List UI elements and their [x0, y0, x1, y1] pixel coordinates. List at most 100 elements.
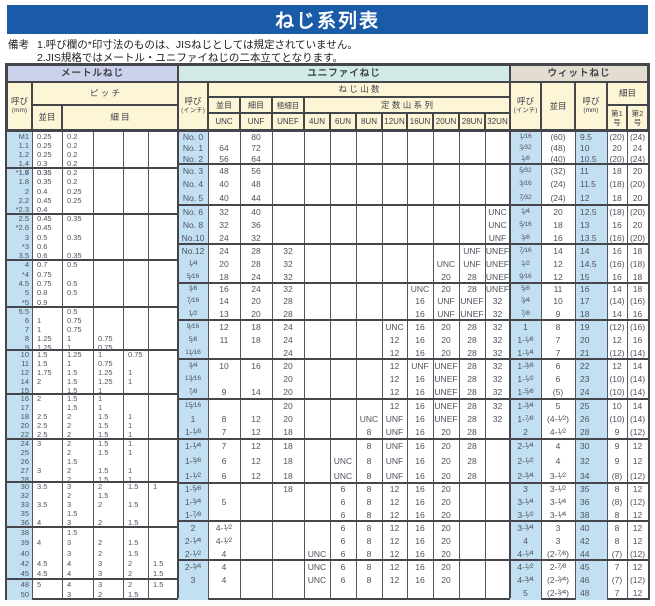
- table-cell: 1: [67, 334, 72, 343]
- table-cell: 0.45: [37, 214, 52, 224]
- table-cell: 20: [632, 193, 643, 204]
- table-row: 48 5 4 3 2 1.5: [7, 579, 178, 590]
- grid-line-vertical: [541, 132, 542, 600]
- table-cell: 1- 1 ⁄ 4: [517, 347, 534, 358]
- table-cell: *5: [21, 297, 29, 307]
- table-cell: 14: [219, 296, 229, 307]
- unified-col-header-UNEF: UNEF: [272, 113, 304, 130]
- table-cell: 4- 1 ⁄ 2: [215, 535, 233, 546]
- table-cell: 0.5: [67, 307, 78, 316]
- table-row: 1- 7 ⁄ 8 (4- 1 ⁄ 2) 26 (10) (14): [510, 412, 648, 425]
- table-cell: 7: [614, 561, 620, 572]
- table-cell: (48): [550, 142, 566, 153]
- table-cell: 4- 1 ⁄ 2: [517, 561, 534, 572]
- table-cell: 32: [492, 387, 503, 398]
- table-cell: 0.5: [37, 232, 48, 242]
- section-divider: [509, 65, 511, 598]
- table-cell: 33: [20, 500, 29, 509]
- table-cell: 1: [128, 368, 133, 377]
- table-cell: 24: [580, 387, 590, 398]
- table-cell: 20: [441, 470, 451, 481]
- table-cell: 42: [20, 558, 29, 568]
- table-row: 1- 1 ⁄ 8 7 12 18 8 UNF 16 20 28: [178, 426, 510, 439]
- table-row: 36 4 3 2 1.5: [7, 518, 178, 527]
- table-cell: 16: [415, 455, 425, 466]
- table-cell: 14: [580, 245, 590, 256]
- metric-coarse-header: 並目: [32, 105, 62, 130]
- table-cell: 2: [98, 482, 103, 491]
- table-cell: 14: [20, 377, 29, 386]
- table-cell: 19: [580, 321, 590, 332]
- table-cell: 1.25: [98, 377, 113, 386]
- table-cell: (60): [550, 132, 566, 143]
- table-row: 15 1.5 1: [7, 386, 178, 395]
- unified-col-header-8UN: 8UN: [356, 113, 382, 130]
- table-cell: 9: [24, 343, 29, 352]
- table-cell: 7 ⁄ 16: [186, 296, 200, 307]
- table-cell: 16: [632, 308, 643, 319]
- table-cell: 0.2: [67, 141, 78, 150]
- table-cell: 3 ⁄ 32: [519, 142, 532, 153]
- grid-line-horizontal: [178, 243, 510, 245]
- table-cell: 9: [221, 387, 227, 398]
- table-row: 2.2 0.45 0.25: [7, 196, 178, 205]
- table-cell: 1: [98, 394, 103, 403]
- table-row: 1.8 0.35 0.2: [7, 177, 178, 186]
- remarks-lines: 1.呼び欄の*印寸法のものは、JISねじとしては規定されていません。 2.JIS…: [37, 39, 358, 64]
- table-cell: 8: [366, 496, 372, 507]
- table-cell: (2- 3 ⁄ 4): [546, 574, 570, 585]
- table-cell: 16: [415, 334, 425, 345]
- table-cell: No.10: [181, 232, 205, 243]
- table-cell: 28: [251, 258, 261, 269]
- table-cell: UNC: [359, 413, 379, 424]
- table-cell: 24: [251, 284, 261, 295]
- table-cell: 2: [37, 377, 42, 386]
- table-cell: 32: [283, 258, 293, 269]
- table-cell: 1- 3 ⁄ 8: [184, 455, 202, 466]
- grid-line-horizontal: [7, 481, 178, 483]
- table-cell: 16: [415, 347, 425, 358]
- grid-line-vertical: [627, 132, 628, 600]
- table-row: 2- 3 ⁄ 4 3- 1 ⁄ 2 34 (8) (12): [510, 468, 648, 483]
- table-cell: UNEF: [460, 308, 484, 319]
- table-cell: 6: [340, 509, 346, 520]
- table-cell: (24): [550, 179, 566, 190]
- grid-line-horizontal: [7, 213, 178, 215]
- table-cell: 28: [467, 321, 477, 332]
- table-cell: 1.5: [98, 421, 109, 430]
- table-row: *2.6 0.45: [7, 223, 178, 232]
- table-cell: 20: [283, 413, 293, 424]
- table-cell: 28: [467, 284, 477, 295]
- table-cell: 12: [20, 368, 29, 377]
- whitworth-size-mm-unit: (mm): [583, 107, 599, 114]
- grid-line-horizontal: [510, 204, 648, 206]
- grid-line-vertical: [356, 132, 357, 600]
- table-cell: 1.25: [37, 343, 52, 352]
- table-cell: 16: [415, 373, 425, 384]
- table-cell: 0.75: [98, 334, 113, 343]
- table-cell: 10: [20, 350, 29, 359]
- metric-body: M1 0.25 0.2 1.1 0.25 0.2 1.2 0.25 0.2 1.4 0.3 0.2 1.…: [7, 130, 178, 600]
- table-row: 9 ⁄ 16 12 18 24 UNC 16 20 28 32: [178, 320, 510, 333]
- table-row: 27 3 2 1.5 1: [7, 466, 178, 475]
- table-cell: 2.5: [37, 430, 48, 439]
- whitworth-size-inch-unit: (インチ): [513, 107, 538, 114]
- table-band: 1- 5 ⁄ 8 18 6 8 12 16 20 1- 3 ⁄ 4 5 6 8 12 16 20 1- 7 ⁄ 8 6 8 12 16…: [178, 483, 510, 521]
- table-cell: (14): [629, 387, 646, 398]
- table-cell: 36: [580, 496, 590, 507]
- table-cell: 5 ⁄ 16: [186, 271, 200, 282]
- table-band: No. 0 80 No. 1 64 72 No. 2 56 64: [178, 132, 510, 164]
- table-cell: 32: [492, 413, 503, 424]
- grid-line-horizontal: [178, 163, 510, 165]
- table-cell: 16: [612, 245, 622, 256]
- table-row: 7 ⁄ 8 9 18 14 16: [510, 308, 648, 320]
- table-cell: 40: [219, 179, 229, 190]
- table-band: 30 3.5 3 2 1.5 1 32 2 1.5 33 3.5 3 2 1.5 35 1.5 36 4 3 2 1.5: [7, 482, 178, 527]
- table-band: 4- 1 ⁄ 2 2- 7 ⁄ 8 45 7 12 4- 3 ⁄ 4 (2- 3 ⁄ 4) 46 (7) (12) 5 (2-…: [510, 560, 648, 600]
- size-column-stripe: [7, 132, 32, 600]
- table-cell: UNEF: [434, 373, 458, 384]
- table-cell: 1.75: [37, 368, 52, 377]
- whitworth-size-inch-header: 呼び (インチ): [510, 82, 541, 130]
- table-cell: 0.25: [67, 186, 82, 196]
- table-cell: 12: [389, 387, 400, 398]
